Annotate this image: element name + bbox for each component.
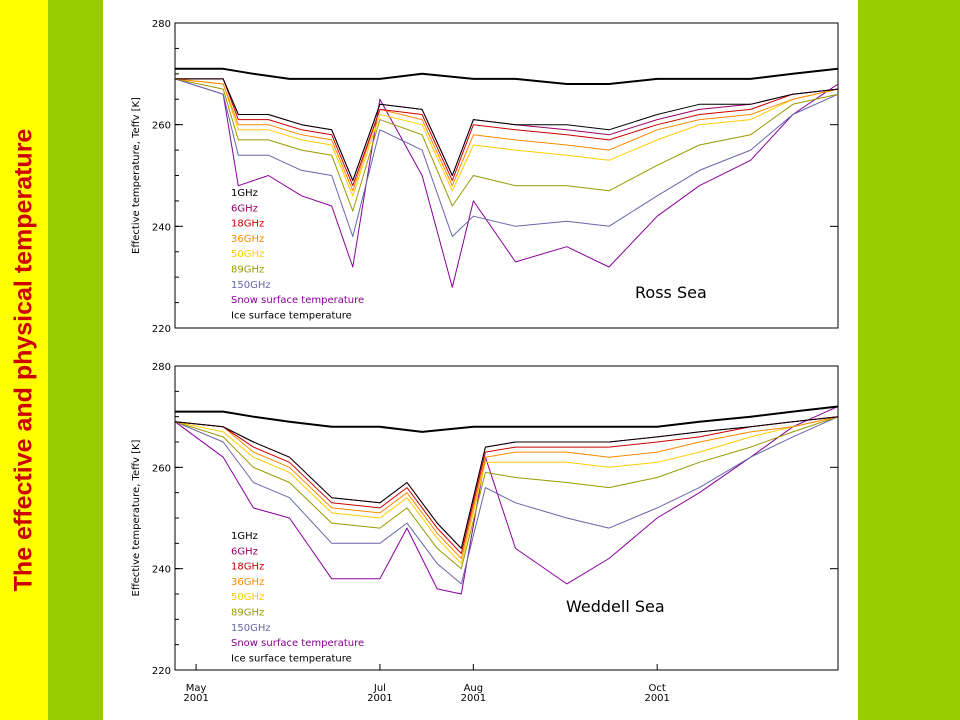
legend: 1GHz 6GHz 18GHz 36GHz 50GHz 89GHz 150GHz Snow s… xyxy=(231,188,364,321)
series-line-50ghz xyxy=(175,78,838,197)
series-line-150ghz xyxy=(175,78,838,237)
series-line-6ghz xyxy=(175,78,838,182)
series-line-50ghz xyxy=(175,416,838,565)
y-tick-label: 280 xyxy=(152,362,171,373)
x-tick-year-label: 2001 xyxy=(183,693,208,704)
legend-entry-snow-surface-temperature: Snow surface temperature xyxy=(231,295,364,306)
legend-entry-89ghz: 89GHz xyxy=(231,608,264,619)
series-line-snow-surface-temperature xyxy=(175,406,838,595)
y-tick-label: 220 xyxy=(152,324,171,335)
y-tick-label: 260 xyxy=(152,463,171,474)
series-lines xyxy=(175,67,838,288)
series-line-6ghz xyxy=(175,416,838,549)
series-line-snow-surface-temperature xyxy=(175,78,838,288)
weddell-sea-chart: 220240260280May2001Jul2001Aug2001Oct2001… xyxy=(131,362,839,704)
x-tick-year-label: 2001 xyxy=(367,693,392,704)
legend-entry-150ghz: 150GHz xyxy=(231,280,271,291)
x-tick-year-label: 2001 xyxy=(644,693,669,704)
legend-entry-18ghz: 18GHz xyxy=(231,219,264,230)
series-lines xyxy=(175,405,838,595)
left-green-band xyxy=(48,0,103,720)
legend-entry-snow-surface-temperature: Snow surface temperature xyxy=(231,638,364,649)
legend-entry-50ghz: 50GHz xyxy=(231,249,264,260)
series-line-36ghz xyxy=(175,78,838,192)
x-tick-label: May xyxy=(186,683,207,694)
series-line-1ghz xyxy=(175,416,838,549)
right-green-band xyxy=(858,0,960,720)
y-tick-label: 280 xyxy=(152,19,171,30)
series-line-89ghz xyxy=(175,78,838,212)
legend-entry-ice-surface-temperature: Ice surface temperature xyxy=(231,310,352,321)
series-line-18ghz xyxy=(175,78,838,187)
x-tick-year-label: 2001 xyxy=(461,693,486,704)
series-line-18ghz xyxy=(175,416,838,554)
y-tick-label: 220 xyxy=(152,666,171,677)
region-annotation: Weddell Sea xyxy=(566,597,665,616)
legend-entry-18ghz: 18GHz xyxy=(231,562,264,573)
title-band xyxy=(0,0,48,720)
legend-entry-6ghz: 6GHz xyxy=(231,546,258,557)
legend-entry-ice-surface-temperature: Ice surface temperature xyxy=(231,653,352,664)
series-line-ice-surface-temperature xyxy=(175,67,838,85)
series-line-1ghz xyxy=(175,78,838,182)
legend-entry-89ghz: 89GHz xyxy=(231,265,264,276)
legend-entry-6ghz: 6GHz xyxy=(231,203,258,214)
charts-area: 220 240 260 280 Effective temperature, Teffv… xyxy=(131,19,839,704)
series-line-ice-surface-temperature xyxy=(175,405,838,433)
series-line-36ghz xyxy=(175,416,838,559)
legend-entry-36ghz: 36GHz xyxy=(231,234,264,245)
legend-entry-50ghz: 50GHz xyxy=(231,592,264,603)
x-tick-label: Aug xyxy=(464,683,484,694)
y-axis-label: Effective temperature, Teffv [K] xyxy=(131,97,142,254)
plot-frame xyxy=(174,365,839,671)
y-axis-label: Effective temperature, Teffv [K] xyxy=(131,439,142,596)
series-line-89ghz xyxy=(175,416,838,570)
legend-entry-36ghz: 36GHz xyxy=(231,577,264,588)
x-tick-label: Jul xyxy=(373,683,386,694)
page-title: The effective and physical temperature xyxy=(9,128,38,592)
legend: 1GHz 6GHz 18GHz 36GHz 50GHz 89GHz 150GHz Snow s… xyxy=(231,531,364,664)
plot-frame xyxy=(174,22,839,329)
series-line-150ghz xyxy=(175,416,838,585)
y-tick-label: 240 xyxy=(152,222,171,233)
x-tick-label: Oct xyxy=(649,683,666,694)
legend-entry-150ghz: 150GHz xyxy=(231,623,271,634)
y-tick-label: 260 xyxy=(152,121,171,132)
region-annotation: Ross Sea xyxy=(635,283,707,302)
legend-entry-1ghz: 1GHz xyxy=(231,188,258,199)
y-tick-label: 240 xyxy=(152,565,171,576)
legend-entry-1ghz: 1GHz xyxy=(231,531,258,542)
ross-sea-chart: 220 240 260 280 Effective temperature, Teffv… xyxy=(131,19,839,335)
